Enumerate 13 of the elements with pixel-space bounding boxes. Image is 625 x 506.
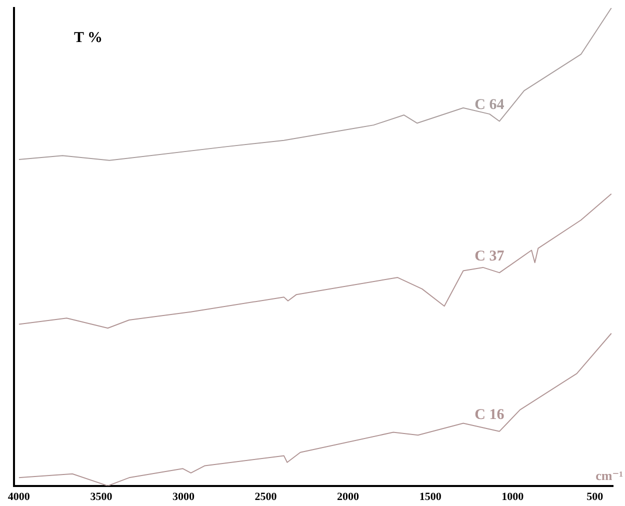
x-axis-title: cm⁻¹: [596, 468, 624, 484]
series-label: C 16: [474, 407, 505, 424]
x-tick-label: 2000: [337, 491, 360, 504]
series-label: C 64: [474, 97, 505, 114]
x-tick-label: 1000: [502, 491, 524, 504]
y-axis-title: T %: [74, 30, 102, 46]
series-label: C 37: [474, 248, 505, 265]
x-tick-label: 3500: [90, 491, 113, 504]
x-tick-label: 3000: [172, 491, 195, 504]
x-tick-label: 2500: [254, 491, 278, 504]
x-tick-label: 4000: [8, 491, 30, 504]
x-tick-label: 1500: [419, 491, 442, 504]
x-tick-label: 500: [586, 491, 604, 504]
